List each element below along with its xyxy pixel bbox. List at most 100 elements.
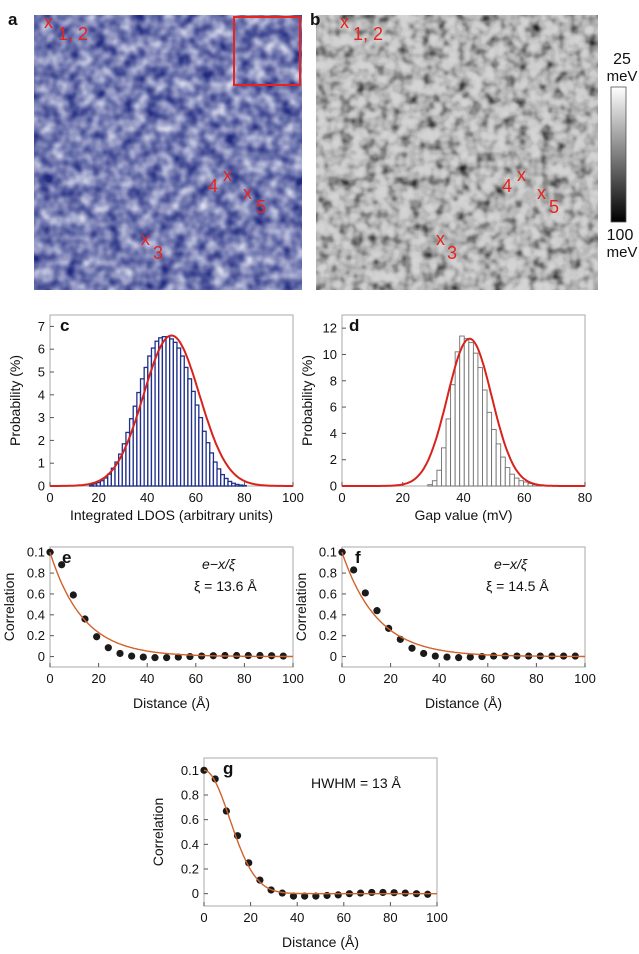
histogram-bar bbox=[491, 428, 497, 487]
colorbar-top-value: 25 bbox=[613, 51, 631, 68]
data-point bbox=[245, 859, 253, 867]
data-point bbox=[69, 591, 77, 599]
data-point bbox=[373, 607, 381, 615]
marker-label: 3 bbox=[447, 243, 457, 263]
x-tick-label: 0 bbox=[338, 490, 345, 505]
plot-e: 0 20 40 60 80 100 0 0.2 0.4 0.6 0.8 0.1 Distance (Å)… bbox=[1, 545, 304, 711]
gap-colorbar: 25 meV 100 meV bbox=[607, 51, 638, 261]
histogram-bar bbox=[454, 351, 461, 487]
y-tick-label: 0 bbox=[192, 886, 199, 901]
marker-x-icon: x bbox=[243, 183, 252, 203]
marker-5: x 5 bbox=[537, 183, 559, 217]
y-tick-label: 10 bbox=[323, 347, 337, 362]
y-tick-label: 0.8 bbox=[181, 788, 199, 803]
fit-parameter: ξ = 14.5 Å bbox=[486, 578, 549, 594]
y-axis-label: Correlation bbox=[1, 573, 17, 641]
plot-g: 0 20 40 60 80 100 0 0.2 0.4 0.6 0.8 0.1 Distance (Å)… bbox=[150, 757, 448, 950]
data-point bbox=[128, 652, 136, 660]
panel-label-a: a bbox=[8, 10, 18, 29]
histogram-bar bbox=[495, 443, 502, 487]
x-tick-label: 100 bbox=[282, 671, 304, 686]
y-tick-label: 6 bbox=[330, 400, 337, 415]
y-tick-label: 8 bbox=[330, 373, 337, 388]
y-tick-label: 2 bbox=[330, 452, 337, 467]
x-tick-label: 40 bbox=[140, 671, 154, 686]
marker-label: 1, 2 bbox=[58, 24, 88, 44]
y-tick-label: 2 bbox=[38, 433, 45, 448]
data-point bbox=[420, 649, 428, 658]
y-tick-label: 0 bbox=[330, 649, 337, 664]
x-tick-label: 0 bbox=[338, 671, 345, 686]
histogram-bar bbox=[509, 473, 515, 487]
fit-curve bbox=[50, 334, 293, 487]
marker-4: 4 x bbox=[502, 165, 526, 196]
y-axis-label: Probability (%) bbox=[299, 355, 315, 446]
y-tick-label: 0.6 bbox=[27, 586, 45, 601]
y-tick-label: 0.8 bbox=[319, 566, 337, 581]
x-tick-label: 60 bbox=[481, 671, 495, 686]
x-axis-label: Integrated LDOS (arbitrary units) bbox=[70, 507, 273, 523]
histogram-bar bbox=[518, 480, 524, 487]
plot-c: 0 20 40 60 80 100 0 1 2 3 4 5 6 7 Integrated LDOS (arb… bbox=[7, 314, 304, 523]
marker-3: x 3 bbox=[141, 229, 163, 263]
data-point bbox=[350, 566, 358, 574]
marker-x-icon: x bbox=[517, 165, 526, 185]
fit-curve bbox=[203, 769, 437, 895]
plot-f: 0 20 40 60 80 100 0 0.2 0.4 0.6 0.8 0.1 Distance (Å)… bbox=[293, 545, 596, 711]
histogram-bar bbox=[477, 367, 483, 487]
colorbar-bottom-unit: meV bbox=[607, 244, 638, 261]
fit-formula: e−x/ξ bbox=[494, 556, 528, 572]
y-tick-label: 4 bbox=[38, 387, 45, 402]
histogram-bar bbox=[523, 481, 529, 487]
fit-parameter: ξ = 13.6 Å bbox=[194, 578, 257, 594]
data-point bbox=[104, 644, 112, 652]
ldos-map-texture bbox=[34, 15, 302, 290]
marker-label: 3 bbox=[153, 243, 163, 263]
data-point bbox=[289, 892, 298, 900]
x-tick-label: 100 bbox=[574, 671, 596, 686]
y-tick-label: 0.1 bbox=[27, 545, 45, 560]
marker-x-icon: x bbox=[436, 229, 445, 249]
x-tick-label: 0 bbox=[46, 490, 53, 505]
x-tick-label: 80 bbox=[578, 490, 592, 505]
plot-frame bbox=[341, 546, 586, 668]
data-point bbox=[244, 651, 252, 660]
y-tick-label: 1 bbox=[38, 456, 45, 471]
x-tick-label: 60 bbox=[189, 490, 203, 505]
data-point bbox=[455, 654, 463, 662]
x-axis-label: Distance (Å) bbox=[425, 695, 502, 711]
y-tick-label: 0.6 bbox=[319, 586, 337, 601]
ldos-map-inset-box bbox=[233, 16, 301, 86]
panel-a-ldos-map: a x 1, 2 4 x x 5 x 3 bbox=[8, 10, 302, 290]
histogram-bar bbox=[504, 467, 511, 487]
x-tick-label: 20 bbox=[383, 671, 397, 686]
data-point bbox=[323, 891, 331, 900]
y-tick-label: 0.4 bbox=[27, 607, 45, 622]
histogram-bar bbox=[431, 480, 438, 487]
x-tick-label: 60 bbox=[337, 910, 351, 925]
x-tick-label: 20 bbox=[91, 490, 105, 505]
x-tick-label: 20 bbox=[91, 671, 105, 686]
data-point bbox=[186, 652, 194, 661]
data-point bbox=[408, 644, 416, 652]
x-tick-label: 60 bbox=[517, 490, 531, 505]
x-axis-label: Gap value (mV) bbox=[414, 507, 512, 523]
gap-map-texture bbox=[316, 15, 598, 290]
y-tick-label: 3 bbox=[38, 410, 45, 425]
y-tick-label: 0.2 bbox=[27, 628, 45, 643]
panel-label-d: d bbox=[349, 316, 359, 335]
histogram-bar bbox=[459, 335, 465, 487]
histogram-bar bbox=[500, 456, 506, 487]
panel-b-gap-map: b x 1, 2 4 x x 5 x 3 bbox=[310, 10, 598, 290]
fit-parameter: HWHM = 13 Å bbox=[311, 775, 402, 791]
x-tick-label: 40 bbox=[456, 490, 470, 505]
fit-formula: e−x/ξ bbox=[202, 556, 236, 572]
panel-label-c: c bbox=[60, 316, 69, 335]
x-tick-label: 0 bbox=[200, 910, 207, 925]
data-point bbox=[81, 615, 89, 623]
data-point bbox=[490, 652, 498, 660]
data-point bbox=[390, 889, 398, 897]
panel-label-e: e bbox=[62, 548, 71, 567]
panel-label-f: f bbox=[355, 548, 361, 567]
